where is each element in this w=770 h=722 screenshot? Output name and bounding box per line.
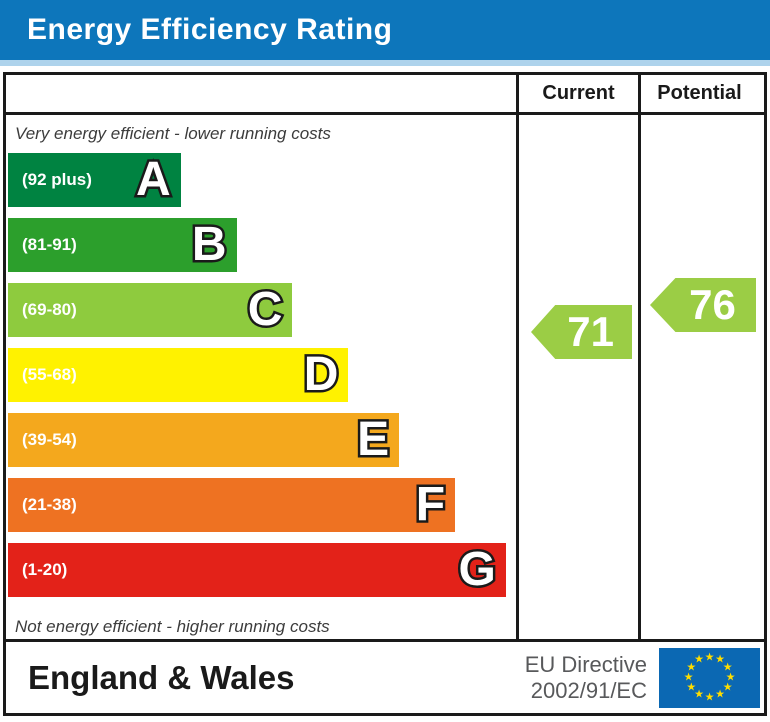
eu-flag-star: ★ bbox=[686, 681, 697, 693]
eu-flag-star: ★ bbox=[686, 661, 697, 673]
title-bar-accent-strip bbox=[0, 60, 770, 66]
rating-scale-area: Very energy efficient - lower running co… bbox=[6, 115, 519, 639]
header-cell-empty bbox=[6, 75, 519, 112]
eu-flag-icon: ★ ★ ★ ★ ★ ★ ★ ★ ★ ★ ★ ★ bbox=[659, 647, 760, 708]
band-range-label: (69-80) bbox=[22, 300, 77, 319]
eu-directive-line1: EU Directive bbox=[524, 651, 647, 677]
potential-rating-arrow: 76 bbox=[650, 278, 756, 332]
rating-band-f: (21-38) F bbox=[8, 478, 456, 532]
potential-rating-value: 76 bbox=[689, 281, 736, 328]
eu-flag-star: ★ bbox=[725, 671, 736, 683]
eu-flag-star: ★ bbox=[715, 688, 725, 701]
band-letter: D bbox=[301, 348, 341, 401]
band-range-label: (81-91) bbox=[22, 235, 77, 254]
footer: England & Wales EU Directive 2002/91/EC … bbox=[6, 642, 764, 713]
efficient-note: Very energy efficient - lower running co… bbox=[15, 124, 331, 143]
column-header-potential: Potential bbox=[657, 82, 742, 104]
band-range-label: (21-38) bbox=[22, 495, 77, 514]
current-rating-cell: 71 bbox=[519, 115, 641, 639]
band-range-label: (1-20) bbox=[22, 560, 68, 579]
rating-band-d: (55-68) D bbox=[8, 348, 349, 402]
band-letter: G bbox=[456, 543, 498, 596]
spacer bbox=[0, 66, 770, 72]
page-title: Energy Efficiency Rating bbox=[27, 13, 393, 46]
title-bar: Energy Efficiency Rating bbox=[0, 0, 770, 60]
eu-directive-line2: 2002/91/EC bbox=[530, 677, 647, 703]
rating-band-g: (1-20) G bbox=[8, 543, 506, 597]
eu-directive-label: EU Directive 2002/91/EC bbox=[525, 652, 647, 704]
column-header-current: Current bbox=[519, 75, 641, 112]
current-rating-arrow: 71 bbox=[531, 305, 632, 359]
potential-rating-cell: 76 bbox=[641, 115, 758, 639]
chart-body-row: Very energy efficient - lower running co… bbox=[6, 115, 764, 642]
table-header-row: Current Potential bbox=[6, 75, 764, 115]
eu-flag-star: ★ bbox=[694, 688, 704, 701]
eu-flag-star: ★ bbox=[715, 653, 725, 666]
rating-band-b: (81-91) B bbox=[8, 218, 237, 272]
rating-bands: (92 plus) A (81-91) B (69-80) C (55-68) D (39-54… bbox=[6, 153, 516, 597]
eu-flag-star: ★ bbox=[704, 651, 715, 663]
eu-flag-star: ★ bbox=[704, 691, 715, 703]
band-letter: B bbox=[189, 218, 229, 271]
eu-flag-star: ★ bbox=[722, 661, 733, 673]
band-range-label: (55-68) bbox=[22, 365, 77, 384]
eu-flag-star: ★ bbox=[722, 681, 733, 693]
inefficient-note: Not energy efficient - higher running co… bbox=[15, 616, 330, 636]
rating-band-e: (39-54) E bbox=[8, 413, 400, 467]
eu-flag-star: ★ bbox=[694, 653, 704, 666]
rating-band-a: (92 plus) A bbox=[8, 153, 181, 207]
band-range-label: (39-54) bbox=[22, 430, 77, 449]
current-rating-value: 71 bbox=[567, 308, 614, 355]
band-letter: C bbox=[245, 283, 285, 336]
band-letter: E bbox=[355, 413, 392, 466]
rating-band-c: (69-80) C bbox=[8, 283, 293, 337]
eu-flag-star: ★ bbox=[683, 671, 694, 683]
band-letter: A bbox=[134, 153, 174, 206]
band-range-label: (92 plus) bbox=[22, 170, 92, 189]
energy-rating-table: Current Potential Very energy efficient … bbox=[3, 72, 767, 716]
band-letter: F bbox=[413, 478, 447, 531]
region-label: England & Wales bbox=[28, 658, 295, 696]
